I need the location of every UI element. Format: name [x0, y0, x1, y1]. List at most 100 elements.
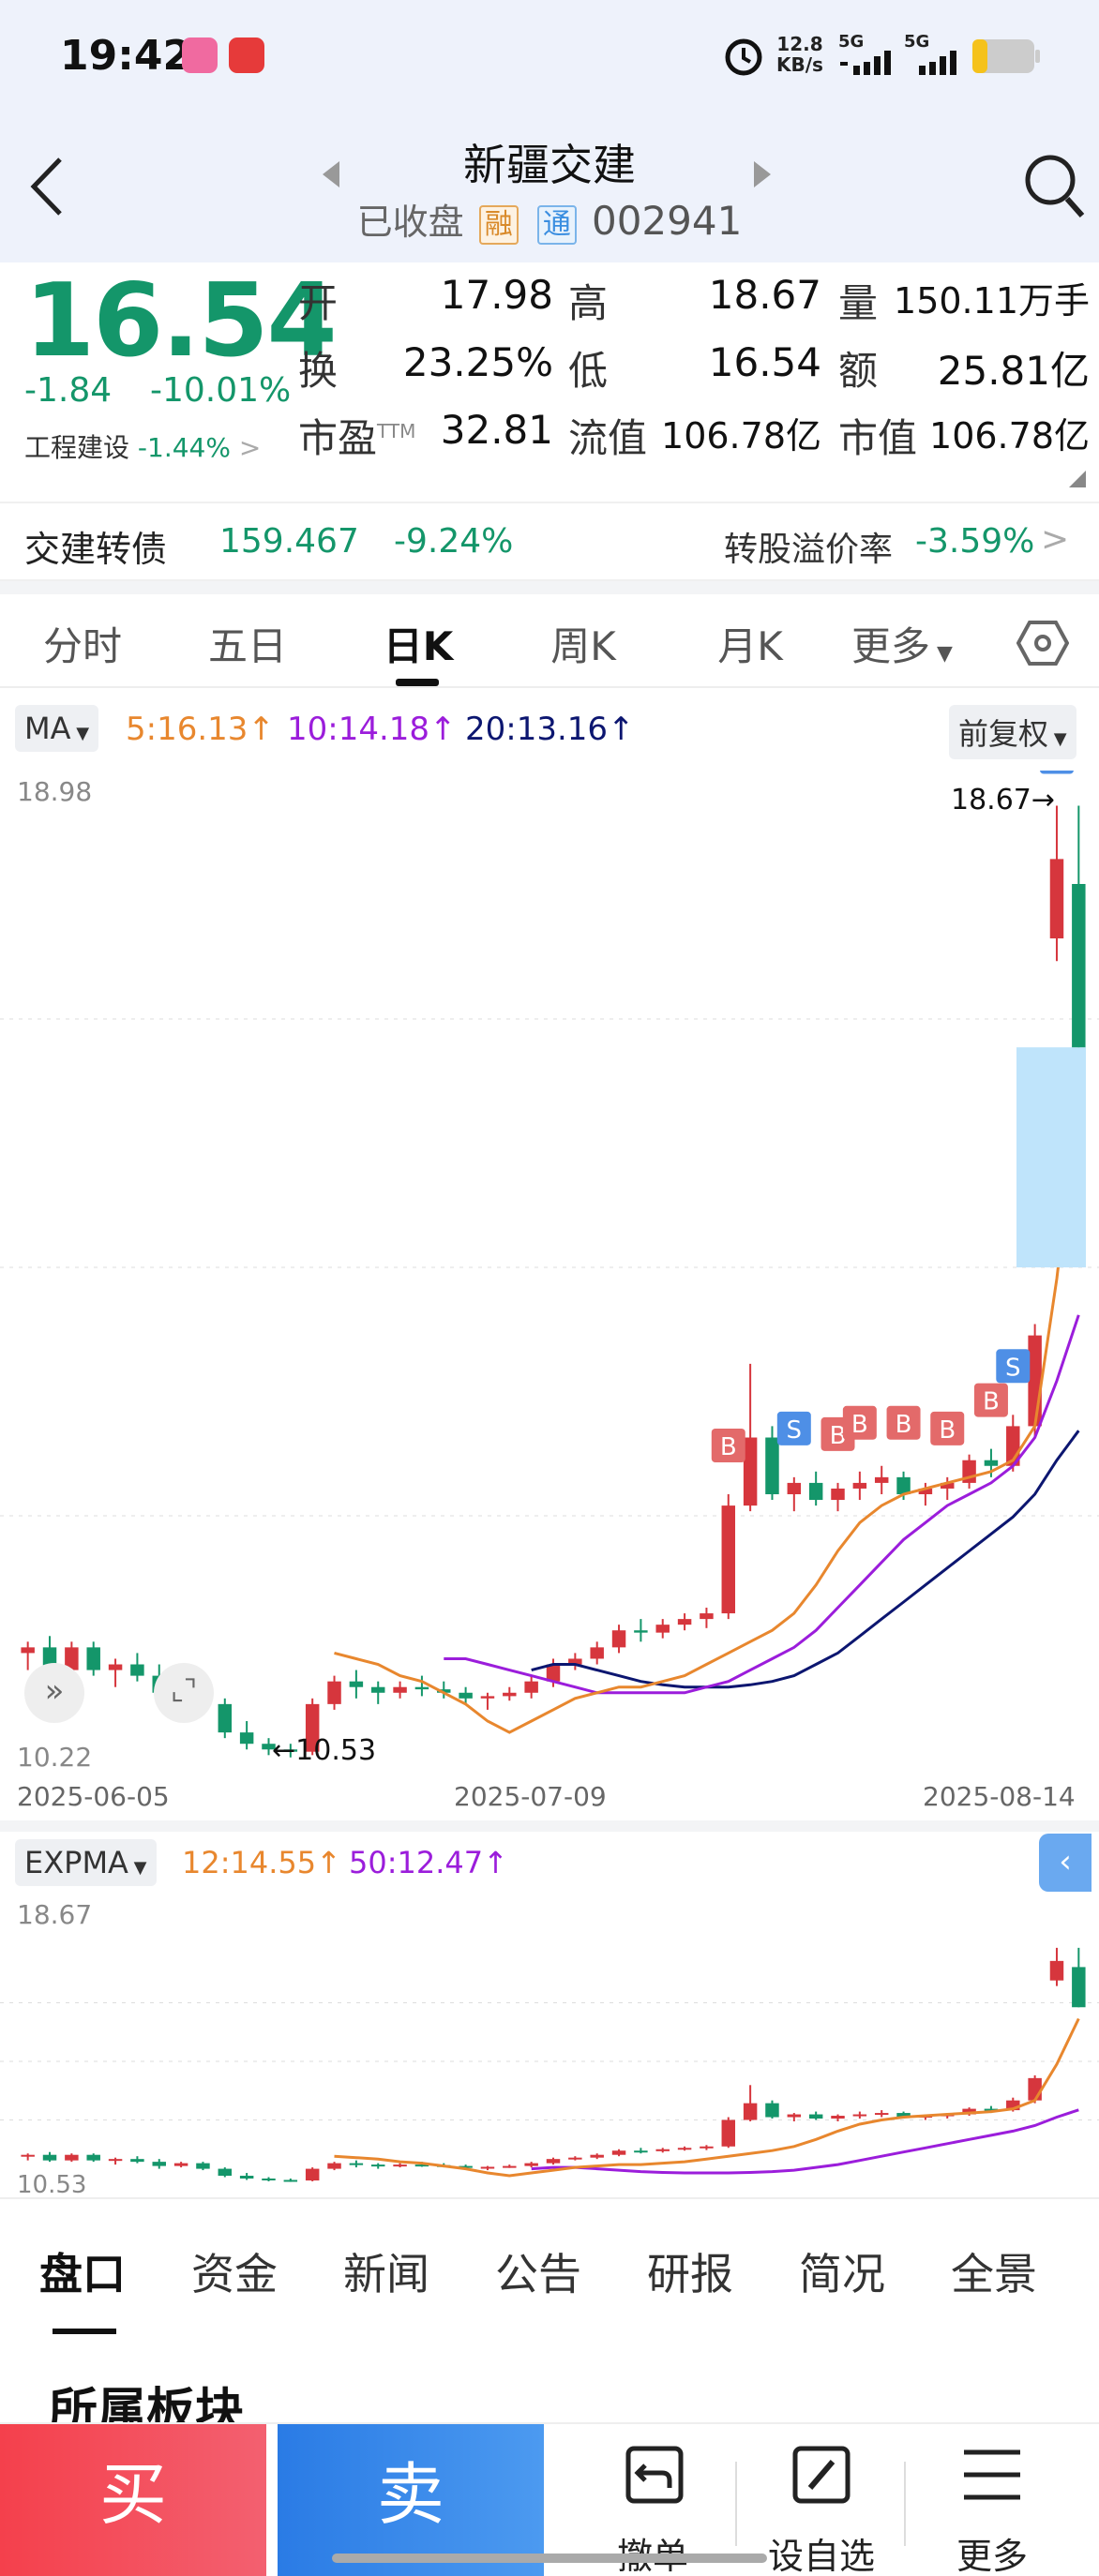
expand-corner-icon[interactable] [1069, 471, 1086, 487]
home-indicator [332, 2554, 767, 2563]
tab-weekly-k[interactable]: 周K [550, 623, 616, 669]
candle-body [393, 2164, 407, 2167]
market-cap-value: 106.78亿 [929, 415, 1090, 457]
candlestick-chart[interactable]: BSBBBBBSS 18.98 10.22 18.67→ ←10.53 » ⌞⌝ [0, 740, 1099, 1774]
tab-panorama[interactable]: 全景 [951, 2249, 1037, 2299]
sector-link[interactable]: 工程建设 -1.44% > [24, 432, 262, 463]
candle-body [852, 2114, 867, 2117]
candlestick-svg: BSBBBBBSS [0, 740, 1099, 1758]
market-status: 已收盘 [356, 202, 464, 243]
candle-body [480, 1696, 495, 1699]
x-tick: 2025-08-14 [923, 1781, 1076, 1812]
collapse-panel-icon[interactable]: ‹ [1039, 1834, 1091, 1892]
candle-body [808, 2114, 823, 2119]
tab-monthly-k[interactable]: 月K [717, 623, 783, 669]
tab-more[interactable]: 更多 ▼ [851, 623, 953, 669]
candle-body [831, 1488, 845, 1501]
x-tick: 2025-07-09 [454, 1781, 607, 1812]
low-label: 低 [568, 348, 609, 394]
stock-code: 002941 [591, 198, 743, 244]
candle-body [305, 1703, 320, 1752]
expma50-value: 50:12.47↑ [349, 1845, 508, 1880]
prev-stock-icon[interactable] [323, 161, 339, 187]
tab-announcement[interactable]: 公告 [495, 2249, 581, 2299]
pe-label: 市盈TTM [298, 415, 416, 461]
active-tab-indicator [396, 679, 439, 686]
sell-button[interactable]: 卖 [278, 2424, 544, 2576]
candle-body [239, 2176, 254, 2179]
sell-marker [996, 1349, 1031, 1384]
more-button[interactable]: 更多 [908, 2424, 1076, 2576]
candle-body [700, 1613, 714, 1620]
low-marker: ←10.53 [272, 1734, 377, 1767]
expma-chart[interactable]: 18.67 10.53 [0, 1897, 1099, 2199]
x-axis: 2025-06-05 2025-07-09 2025-08-14 [0, 1774, 1099, 1820]
battery-icon [972, 39, 1040, 73]
buy-button[interactable]: 买 [0, 2424, 266, 2576]
tab-profile[interactable]: 简况 [799, 2249, 885, 2299]
expma-selector[interactable]: EXPMA ▼ [15, 1839, 157, 1886]
candle-body [896, 2113, 911, 2118]
last-price: 16.54 [24, 262, 338, 380]
candle-body [677, 2148, 692, 2150]
candle-body [503, 2165, 517, 2168]
candle-body [218, 1703, 233, 1733]
candle-body [108, 1664, 123, 1670]
bond-pct: -9.24% [394, 522, 514, 561]
stock-subtitle: 已收盘 融 通 002941 [0, 193, 1099, 245]
candle-body [874, 1476, 889, 1483]
search-icon[interactable] [1022, 150, 1088, 221]
price-change-pct: -10.01% [150, 371, 292, 410]
connect-tag[interactable]: 通 [536, 204, 577, 245]
buy-marker [842, 1405, 877, 1440]
info-tabs: 盘口 资金 新闻 公告 研报 简况 全景 [0, 2197, 1099, 2334]
candle-body [65, 1647, 79, 1670]
adjust-selector[interactable]: 前复权 ▼ [949, 705, 1076, 759]
tab-five-day[interactable]: 五日 [207, 623, 287, 669]
convertible-bond-row[interactable]: 交建转债 159.467 -9.24% 转股溢价率 -3.59% > [0, 502, 1099, 581]
ma-legend: MA ▼ 5:16.13↑ 10:14.18↑ 20:13.16↑ 前复权 ▼ [0, 694, 1099, 771]
candle-body [86, 2154, 100, 2161]
premium-label: 转股溢价率 [724, 531, 894, 569]
bond-name: 交建转债 [24, 529, 168, 570]
market-cap-label: 市值 [838, 415, 918, 461]
back-arrow-icon[interactable] [24, 154, 69, 219]
next-stock-icon[interactable] [754, 161, 771, 187]
tab-news[interactable]: 新闻 [343, 2249, 429, 2299]
expma12-value: 12:14.55↑ [182, 1845, 341, 1880]
chart-settings-icon[interactable] [1016, 619, 1069, 667]
status-time: 19:42 [60, 32, 192, 80]
high-value: 18.67 [708, 272, 821, 318]
candle-body [655, 1625, 670, 1633]
candle-body [1049, 1960, 1064, 1981]
tab-daily-k[interactable]: 日K [383, 623, 454, 669]
bond-price: 159.467 [219, 522, 359, 561]
fullscreen-icon[interactable]: ⌞⌝ [154, 1663, 214, 1723]
divider [904, 2462, 906, 2546]
price-change: -1.84 [24, 371, 113, 410]
tab-intraday[interactable]: 分时 [42, 623, 122, 669]
candle-body [524, 1681, 538, 1693]
pe-value: 32.81 [440, 407, 553, 453]
candle-body [262, 1744, 276, 1750]
candle-body [414, 2164, 429, 2167]
open-value: 17.98 [440, 272, 553, 318]
tab-fund[interactable]: 资金 [191, 2249, 278, 2299]
candle-body [283, 2179, 298, 2182]
bottom-action-bar: 买 卖 撤单 设自选 更多 [0, 2422, 1099, 2576]
candle-body [152, 2162, 166, 2166]
ma-selector[interactable]: MA ▼ [15, 705, 99, 752]
tab-research[interactable]: 研报 [647, 2249, 733, 2299]
candle-body [86, 1647, 100, 1670]
candle-body [239, 1732, 254, 1745]
signal-icon-1 [840, 51, 891, 75]
candle-body [370, 1686, 385, 1693]
chevron-right-icon: > [1041, 520, 1070, 559]
add-watchlist-button[interactable]: 设自选 [737, 2424, 906, 2576]
ma5-value: 5:16.13↑ [126, 711, 275, 748]
scroll-left-icon[interactable]: » [24, 1663, 84, 1723]
tab-orderbook[interactable]: 盘口 [39, 2249, 126, 2299]
margin-tag[interactable]: 融 [478, 204, 519, 245]
candle-body [962, 2108, 976, 2115]
divider [0, 581, 1099, 594]
